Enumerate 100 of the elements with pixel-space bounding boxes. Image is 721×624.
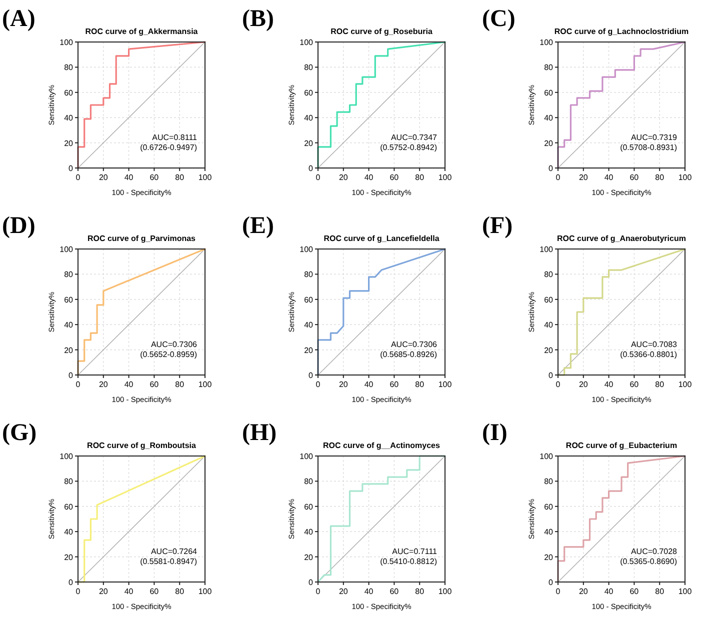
x-tick-label: 80 (415, 587, 425, 596)
chart-title: ROC curve of g_Lachnoclostridium (554, 27, 689, 36)
text: (F) (482, 213, 513, 239)
y-tick-label: 0 (548, 371, 554, 380)
x-tick-label: 0 (316, 587, 321, 596)
x-tick-label: 40 (124, 587, 134, 596)
y-tick-label: 20 (304, 552, 314, 562)
y-tick-label: 0 (548, 164, 554, 173)
annotation: (0.5652-0.8959) (140, 350, 198, 359)
x-tick-label: 20 (98, 173, 108, 182)
y-tick-label: 80 (544, 270, 554, 280)
y-tick-label: 40 (64, 320, 74, 330)
x-tick-label: 60 (630, 587, 640, 596)
x-tick-label: 40 (604, 587, 614, 596)
x-tick-label: 0 (556, 380, 561, 389)
text: (D) (2, 213, 36, 239)
chart-title: ROC curve of g__Actinomyces (323, 441, 441, 450)
y-tick-label: 0 (68, 371, 74, 380)
y-tick-label: 100 (300, 245, 314, 254)
x-tick-label: 60 (150, 173, 160, 182)
text: (A) (2, 6, 36, 32)
annotation: (0.5366-0.8801) (620, 350, 678, 359)
x-tick-label: 80 (175, 173, 185, 182)
x-tick-label: 40 (364, 587, 374, 596)
y-tick-label: 60 (64, 502, 74, 512)
y-tick-label: 100 (540, 38, 554, 47)
x-tick-label: 60 (150, 587, 160, 596)
y-tick-label: 80 (304, 477, 314, 486)
y-tick-label: 0 (308, 578, 314, 587)
y-tick-label: 40 (64, 114, 74, 123)
x-tick-label: 40 (364, 173, 374, 182)
x-tick-label: 20 (338, 173, 348, 182)
y-tick-label: 80 (304, 63, 314, 72)
annotation: (0.5365-0.8690) (620, 557, 678, 566)
y-tick-label: 40 (304, 320, 314, 330)
y-tick-label: 80 (64, 270, 74, 280)
x-tick-label: 60 (390, 380, 400, 389)
y-tick-label: 100 (300, 38, 314, 47)
y-tick-label: 20 (64, 138, 74, 148)
x-tick-label: 20 (578, 587, 588, 596)
annotation: AUC=0.7111 (392, 547, 438, 556)
x-tick-label: 100 (678, 380, 692, 389)
x-tick-label: 100 (438, 587, 452, 596)
x-tick-label: 80 (175, 380, 185, 389)
chart-title: ROC curve of g_Anaerobutyricum (557, 234, 686, 243)
x-tick-label: 20 (578, 380, 588, 389)
x-tick-label: 80 (415, 380, 425, 389)
y-tick-label: 60 (304, 88, 314, 98)
annotation: AUC=0.8111 (152, 133, 198, 142)
text: (B) (242, 6, 274, 32)
x-tick-label: 40 (124, 173, 134, 182)
text: (I) (482, 420, 508, 446)
y-tick-label: 20 (544, 346, 554, 355)
y-tick-label: 80 (544, 63, 554, 72)
x-tick-label: 80 (415, 173, 425, 182)
x-tick-label: 100 (438, 173, 452, 182)
x-tick-label: 20 (98, 587, 108, 596)
x-tick-label: 0 (316, 173, 321, 182)
y-tick-label: 60 (64, 295, 74, 304)
y-tick-label: 60 (544, 88, 554, 98)
x-tick-label: 0 (556, 173, 561, 182)
x-tick-label: 0 (316, 380, 321, 389)
x-tick-label: 100 (198, 587, 212, 596)
y-tick-label: 60 (304, 295, 314, 304)
x-tick-label: 100 (438, 380, 452, 389)
x-tick-label: 100 (678, 587, 692, 596)
y-tick-label: 80 (304, 270, 314, 280)
x-tick-label: 0 (76, 380, 81, 389)
y-tick-label: 80 (544, 477, 554, 486)
y-tick-label: 20 (64, 346, 74, 355)
y-tick-label: 40 (544, 320, 554, 330)
x-tick-label: 60 (390, 173, 400, 182)
annotation: AUC=0.7306 (150, 340, 198, 349)
annotation: (0.5708-0.8931) (620, 143, 678, 152)
y-tick-label: 20 (64, 552, 74, 562)
annotation: (0.6726-0.9497) (140, 143, 198, 152)
x-tick-label: 20 (98, 380, 108, 389)
x-tick-label: 100 (198, 173, 212, 182)
annotation: (0.5410-0.8812) (380, 557, 438, 566)
x-tick-label: 40 (364, 380, 374, 389)
y-tick-label: 60 (544, 295, 554, 304)
annotation: (0.5752-0.8942) (380, 143, 438, 152)
x-tick-label: 80 (655, 587, 665, 596)
x-tick-label: 100 (678, 173, 692, 182)
annotation: (0.5581-0.8947) (140, 557, 198, 566)
y-tick-label: 100 (60, 452, 74, 461)
text: (G) (2, 420, 37, 446)
x-tick-label: 0 (76, 173, 81, 182)
y-tick-label: 80 (64, 63, 74, 72)
annotation: (0.5685-0.8926) (380, 350, 438, 359)
y-tick-label: 60 (64, 88, 74, 98)
y-tick-label: 0 (308, 371, 314, 380)
annotation: AUC=0.7028 (630, 547, 678, 556)
x-tick-label: 40 (604, 173, 614, 182)
x-tick-label: 60 (390, 587, 400, 596)
y-tick-label: 40 (544, 528, 554, 537)
y-tick-label: 100 (540, 452, 554, 461)
y-tick-label: 0 (548, 578, 554, 587)
y-tick-label: 20 (544, 552, 554, 562)
y-tick-label: 40 (304, 528, 314, 537)
